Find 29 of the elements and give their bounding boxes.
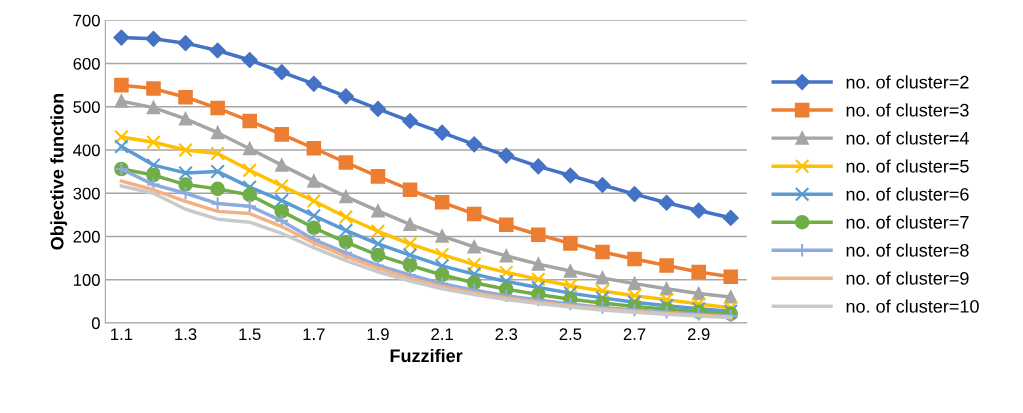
x-tick-label: 2.3	[495, 328, 518, 341]
x-tick-label: 1.9	[367, 328, 389, 341]
y-tick-label: 500	[73, 101, 100, 113]
legend-label: no. of cluster=6	[846, 187, 969, 201]
legend-label: no. of cluster=7	[846, 215, 969, 229]
legend-label: no. of cluster=5	[846, 159, 969, 173]
x-tick-label: 2.5	[559, 328, 582, 341]
legend-label: no. of cluster=10	[846, 299, 979, 313]
y-tick-label: 100	[73, 274, 100, 286]
x-tick-label: 1.1	[111, 328, 133, 340]
legend-label: no. of cluster=2	[846, 75, 969, 89]
x-tick-label: 2.9	[687, 328, 710, 341]
y-tick-label: 600	[73, 57, 100, 70]
legend-label: no. of cluster=9	[846, 271, 969, 285]
legend-label: no. of cluster=3	[846, 103, 969, 117]
x-axis-title: Fuzzifier	[390, 348, 463, 363]
legend-label: no. of cluster=4	[846, 131, 969, 145]
x-tick-label: 2.7	[623, 328, 646, 340]
y-tick-label: 700	[73, 14, 100, 27]
legend-label: no. of cluster=8	[846, 243, 969, 257]
y-axis-title: Objective function	[50, 93, 68, 250]
y-tick-label: 200	[73, 230, 100, 243]
x-tick-label: 1.3	[175, 328, 197, 341]
x-tick-label: 1.7	[303, 328, 325, 340]
y-tick-label: 300	[73, 187, 100, 200]
x-tick-label: 1.5	[239, 328, 261, 341]
y-tick-label: 400	[73, 144, 100, 157]
x-tick-label: 2.1	[431, 328, 453, 340]
y-tick-label: 0	[91, 317, 100, 330]
